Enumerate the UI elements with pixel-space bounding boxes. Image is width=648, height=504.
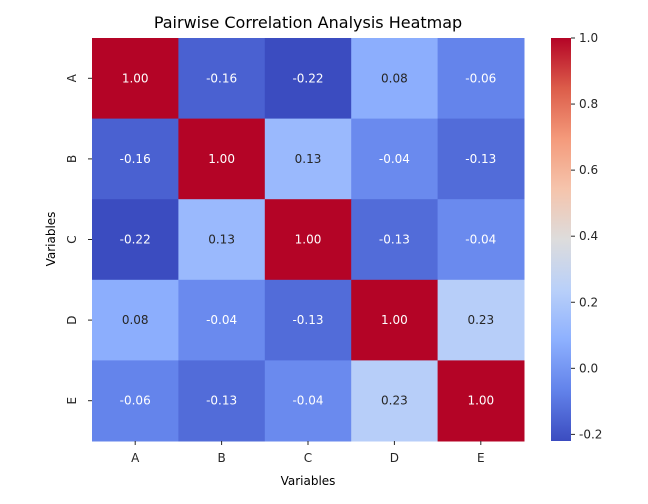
x-axis-label: Variables xyxy=(281,474,336,488)
colorbar xyxy=(551,38,571,441)
x-tick-label: D xyxy=(390,451,399,465)
colorbar-tick-label: 0.0 xyxy=(579,361,598,375)
cell-annotation: -0.04 xyxy=(206,313,237,327)
cell-annotation: 0.13 xyxy=(295,152,322,166)
heatmap-cell xyxy=(351,360,439,442)
heatmap-cell xyxy=(437,360,525,442)
cell-annotation: 0.23 xyxy=(381,394,408,408)
x-tick-label: C xyxy=(304,451,312,465)
x-tick-label: E xyxy=(477,451,485,465)
heatmap-cell xyxy=(178,279,266,361)
heatmap-cell xyxy=(92,38,179,120)
y-tick-label: B xyxy=(65,155,79,163)
heatmap-cell xyxy=(178,38,266,120)
heatmap-cell xyxy=(437,199,525,281)
heatmap-cell xyxy=(92,199,179,281)
heatmap-cell xyxy=(178,360,266,442)
heatmap-cell xyxy=(92,360,179,442)
heatmap-cell xyxy=(92,279,179,361)
heatmap-cell xyxy=(351,199,439,281)
cell-annotation: 0.08 xyxy=(381,71,408,85)
cell-annotation: 0.13 xyxy=(208,233,235,247)
heatmap-cell xyxy=(264,38,352,120)
cell-annotation: 0.08 xyxy=(122,313,149,327)
heatmap-cell xyxy=(264,118,352,200)
x-tick-label: A xyxy=(131,451,140,465)
cell-annotation: -0.13 xyxy=(206,394,237,408)
cell-annotation: 1.00 xyxy=(295,233,322,247)
colorbar-tick-label: -0.2 xyxy=(579,427,602,441)
cell-annotation: -0.04 xyxy=(465,233,496,247)
cell-annotation: -0.13 xyxy=(379,233,410,247)
y-tick-label: A xyxy=(65,73,79,82)
cell-annotation: 1.00 xyxy=(122,71,149,85)
heatmap-cell xyxy=(92,118,179,200)
heatmap-cell xyxy=(351,279,439,361)
heatmap-cell xyxy=(437,118,525,200)
cell-annotation: -0.22 xyxy=(292,71,323,85)
heatmap-cell xyxy=(351,38,439,120)
heatmap-cell xyxy=(437,279,525,361)
y-tick-label: E xyxy=(65,397,79,405)
cell-annotation: -0.16 xyxy=(120,152,151,166)
colorbar-tick-label: 0.8 xyxy=(579,97,598,111)
cell-annotation: 1.00 xyxy=(208,152,235,166)
y-axis-label: Variables xyxy=(44,212,58,267)
cell-annotation: -0.16 xyxy=(206,71,237,85)
colorbar-tick-label: 0.6 xyxy=(579,163,598,177)
cell-annotation: -0.13 xyxy=(465,152,496,166)
heatmap-cell xyxy=(351,118,439,200)
y-tick-label: D xyxy=(65,315,79,324)
cell-annotation: -0.22 xyxy=(120,233,151,247)
y-tick-label: C xyxy=(65,235,79,243)
cell-annotation: 1.00 xyxy=(381,313,408,327)
cell-annotation: -0.04 xyxy=(379,152,410,166)
heatmap-cell xyxy=(178,199,266,281)
colorbar-tick-label: 1.0 xyxy=(579,31,598,45)
colorbar-tick-label: 0.2 xyxy=(579,295,598,309)
cell-annotation: 0.23 xyxy=(467,313,494,327)
heatmap-cell xyxy=(264,279,352,361)
heatmap-cell xyxy=(178,118,266,200)
cell-annotation: -0.04 xyxy=(292,394,323,408)
cell-annotation: -0.13 xyxy=(292,313,323,327)
heatmap-cell xyxy=(264,360,352,442)
x-tick-label: B xyxy=(217,451,225,465)
cell-annotation: 1.00 xyxy=(467,394,494,408)
heatmap-cell xyxy=(264,199,352,281)
heatmap-cell xyxy=(437,38,525,120)
chart-title: Pairwise Correlation Analysis Heatmap xyxy=(154,13,462,32)
cell-annotation: -0.06 xyxy=(465,71,496,85)
cell-annotation: -0.06 xyxy=(120,394,151,408)
colorbar-tick-label: 0.4 xyxy=(579,229,598,243)
